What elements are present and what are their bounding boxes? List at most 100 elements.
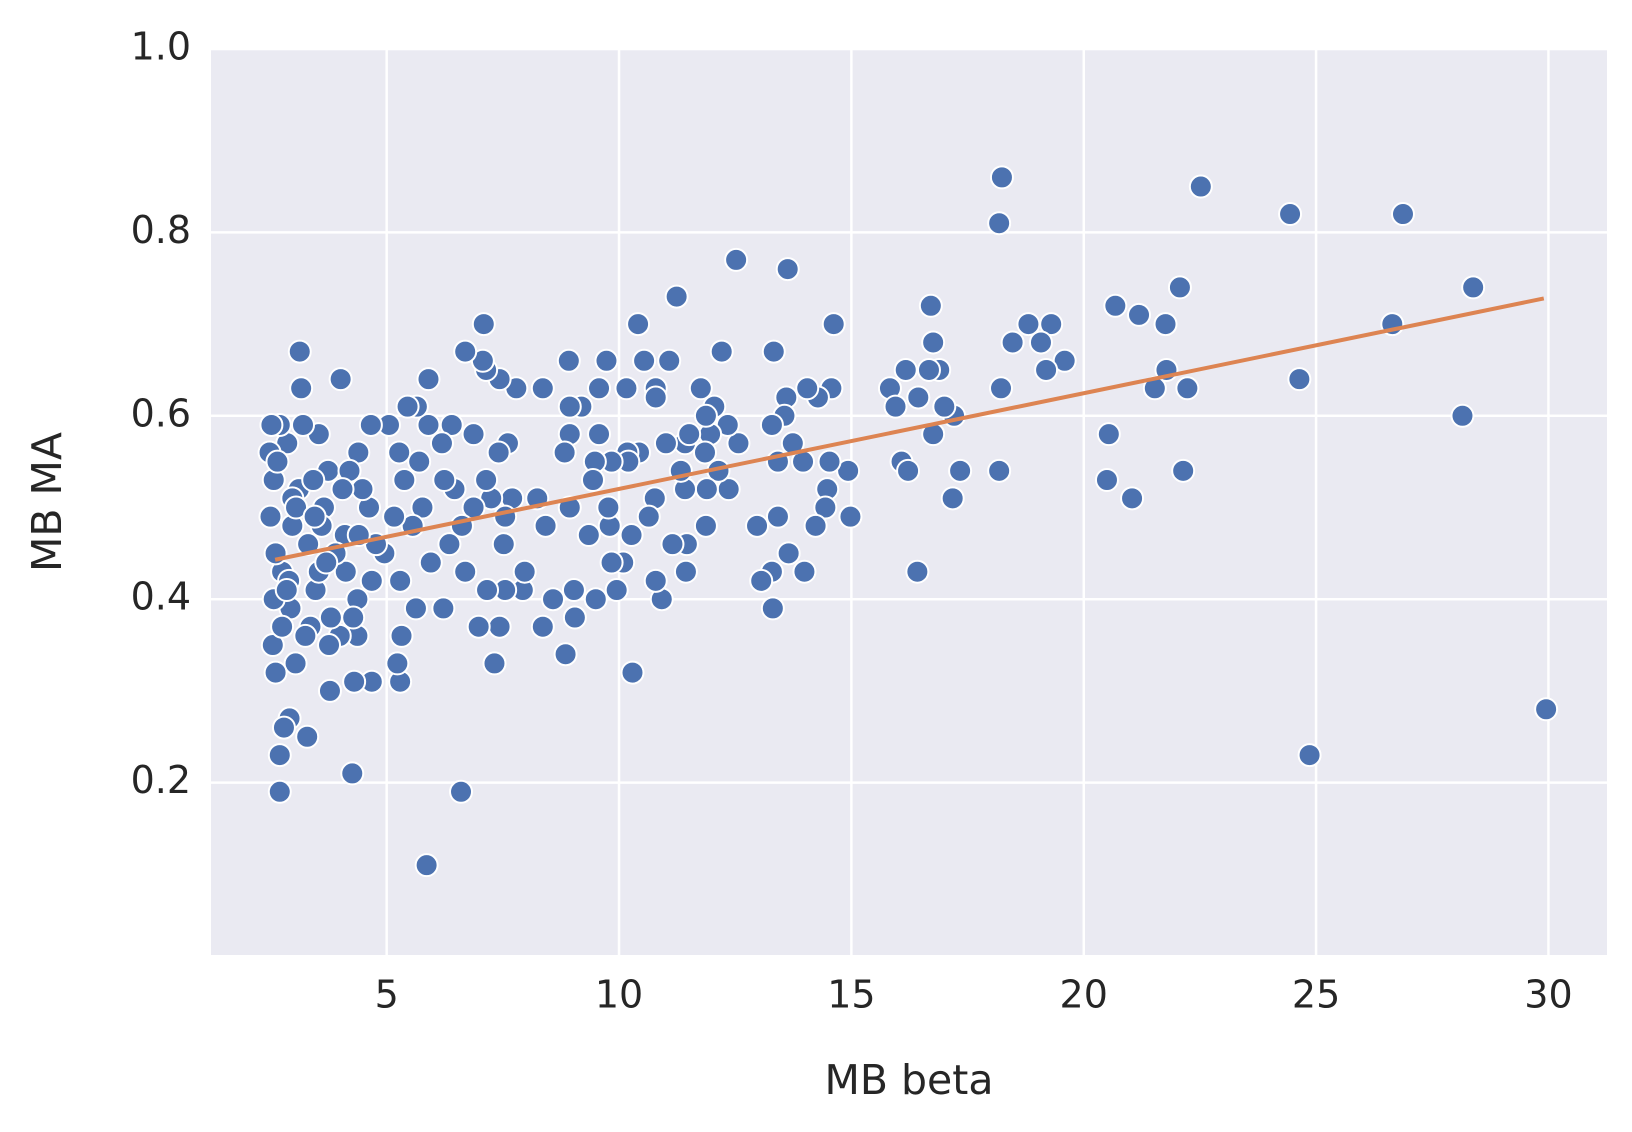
scatter-point bbox=[1534, 697, 1559, 722]
scatter-point bbox=[263, 660, 288, 685]
scatter-point bbox=[1167, 275, 1192, 300]
scatter-point bbox=[453, 339, 478, 364]
scatter-point bbox=[486, 440, 511, 465]
scatter-point bbox=[896, 458, 921, 483]
scatter-point bbox=[583, 587, 608, 612]
scatter-point bbox=[664, 284, 689, 309]
scatter-point bbox=[274, 578, 299, 603]
scatter-point bbox=[388, 568, 413, 593]
scatter-point bbox=[291, 412, 316, 437]
scatter-point bbox=[296, 532, 321, 557]
scatter-point bbox=[693, 513, 718, 538]
scatter-point bbox=[989, 165, 1014, 190]
scatter-point bbox=[530, 614, 555, 639]
scatter-point bbox=[301, 467, 326, 492]
scatter-point bbox=[416, 367, 441, 392]
scatter-point bbox=[795, 376, 820, 401]
scatter-point bbox=[580, 467, 605, 492]
scatter-point bbox=[512, 559, 537, 584]
scatter-point bbox=[759, 412, 784, 437]
scatter-point bbox=[632, 348, 657, 373]
scatter-point bbox=[530, 376, 555, 401]
scatter-point bbox=[1127, 302, 1152, 327]
scatter-point bbox=[921, 330, 946, 355]
scatter-point bbox=[1450, 403, 1475, 428]
scatter-point bbox=[821, 312, 846, 337]
y-tick-label: 0.2 bbox=[131, 758, 191, 802]
regression-line bbox=[274, 296, 1545, 562]
scatter-point bbox=[1390, 202, 1415, 227]
scatter-point bbox=[475, 578, 500, 603]
scatter-point bbox=[387, 440, 412, 465]
scatter-point bbox=[453, 559, 478, 584]
scatter-point bbox=[385, 651, 410, 676]
y-tick-label: 0.8 bbox=[131, 208, 191, 252]
scatter-point bbox=[838, 504, 863, 529]
scatter-point bbox=[358, 412, 383, 437]
scatter-point bbox=[726, 431, 751, 456]
scatter-point bbox=[760, 596, 785, 621]
scatter-point bbox=[932, 394, 957, 419]
scatter-point bbox=[287, 339, 312, 364]
scatter-point bbox=[437, 532, 462, 557]
scatter-point bbox=[382, 504, 407, 529]
scatter-point bbox=[636, 504, 661, 529]
scatter-point bbox=[1016, 312, 1041, 337]
scatter-point bbox=[407, 449, 432, 474]
x-tick-label: 15 bbox=[827, 973, 875, 1017]
scatter-point bbox=[599, 550, 624, 575]
scatter-point bbox=[267, 779, 292, 804]
scatter-point bbox=[1094, 467, 1119, 492]
scatter-point bbox=[1120, 486, 1145, 511]
scatter-point bbox=[562, 605, 587, 630]
scatter-point bbox=[482, 651, 507, 676]
scatter-point bbox=[267, 743, 292, 768]
scatter-point bbox=[561, 578, 586, 603]
scatter-point bbox=[643, 568, 668, 593]
scatter-point bbox=[776, 541, 801, 566]
scatter-point bbox=[619, 523, 644, 548]
scatter-point bbox=[1034, 357, 1059, 382]
scatter-point bbox=[439, 412, 464, 437]
scatter-point bbox=[461, 422, 486, 447]
scatter-point bbox=[604, 578, 629, 603]
scatter-point bbox=[653, 431, 678, 456]
scatter-point bbox=[1103, 293, 1128, 318]
scatter-point bbox=[340, 761, 365, 786]
scatter-point bbox=[594, 348, 619, 373]
scatter-point bbox=[389, 623, 414, 648]
scatter-point bbox=[692, 440, 717, 465]
x-tick-label: 5 bbox=[375, 973, 399, 1017]
scatter-point bbox=[431, 596, 456, 621]
scatter-point bbox=[552, 440, 577, 465]
scatter-point bbox=[893, 357, 918, 382]
scatter-point bbox=[620, 660, 645, 685]
scatter-point bbox=[657, 348, 682, 373]
scatter-point bbox=[792, 559, 817, 584]
scatter-point bbox=[471, 312, 496, 337]
scatter-point bbox=[673, 559, 698, 584]
scatter-point bbox=[395, 394, 420, 419]
scatter-point bbox=[587, 376, 612, 401]
scatter-point bbox=[258, 504, 283, 529]
scatter-point bbox=[749, 568, 774, 593]
scatter-point bbox=[295, 724, 320, 749]
scatter-point bbox=[813, 495, 838, 520]
scatter-point bbox=[449, 779, 474, 804]
scatter-point bbox=[487, 614, 512, 639]
scatter-point bbox=[688, 376, 713, 401]
scatter-point bbox=[432, 467, 457, 492]
scatter-point bbox=[317, 678, 342, 703]
scatter-point bbox=[1461, 275, 1486, 300]
y-tick-label: 1.0 bbox=[131, 25, 191, 69]
scatter-point bbox=[643, 385, 668, 410]
scatter-point bbox=[694, 477, 719, 502]
scatter-point bbox=[403, 596, 428, 621]
y-axis-label: MB MA bbox=[23, 432, 71, 572]
scatter-point bbox=[359, 568, 384, 593]
scatter-point bbox=[576, 523, 601, 548]
scatter-point bbox=[302, 504, 327, 529]
x-tick-label: 30 bbox=[1524, 973, 1572, 1017]
